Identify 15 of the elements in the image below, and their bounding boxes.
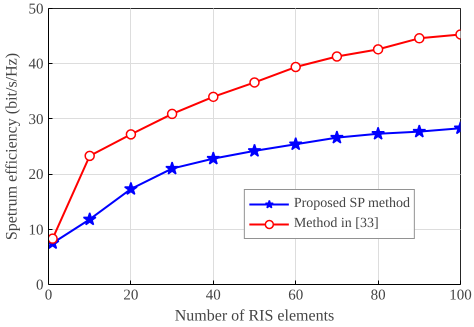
y-tick-label: 30 [28,112,44,128]
x-tick-label: 40 [206,288,221,304]
y-tick-label: 40 [28,56,44,73]
x-tick-label: 60 [288,288,304,304]
y-tick-label: 50 [28,2,44,18]
legend-label: Method in [33] [294,216,379,232]
y-axis-title: Spetrum efficiency (bit/s/Hz) [4,52,20,240]
legend-label: Proposed SP method [294,196,410,212]
y-tick-label: 20 [28,167,44,184]
y-tick-label: 0 [36,278,44,294]
x-axis-title: Number of RIS elements [174,308,334,324]
x-tick-label: 80 [370,288,386,304]
x-tick-label: 20 [123,288,138,304]
x-tick-label: 100 [449,288,472,304]
y-tick-label: 10 [28,222,44,238]
